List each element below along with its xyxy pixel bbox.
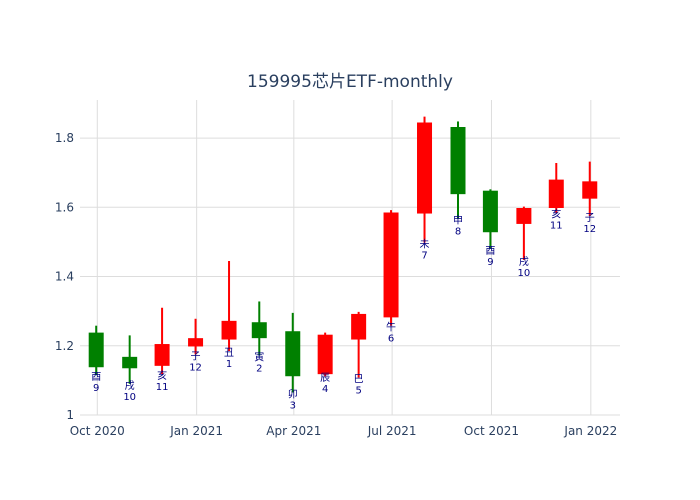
candle-up[interactable]	[582, 161, 598, 216]
branch-label: 未	[420, 239, 430, 251]
month-label: 9	[487, 257, 493, 268]
y-tick-label: 1.4	[55, 270, 74, 284]
month-label: 6	[388, 334, 394, 345]
month-label: 5	[355, 386, 361, 397]
branch-label: 寅	[254, 350, 264, 363]
y-tick-label: 1	[66, 408, 74, 422]
x-tick-label: Apr 2021	[266, 424, 321, 438]
month-label: 1	[226, 359, 232, 370]
axis-layer: 1 1.2 1.4 1.6 1.8 Oct 2020 Jan 2021 Apr 2021 Jul…	[55, 131, 620, 438]
chart-title: 159995芯片ETF-monthly	[247, 72, 453, 92]
candle-body	[251, 322, 267, 339]
candle-body	[582, 181, 598, 199]
candle-body	[383, 212, 399, 318]
branch-label: 巳	[354, 374, 364, 386]
candle-down[interactable]	[122, 335, 138, 384]
branch-label: 午	[386, 321, 396, 334]
candle-down[interactable]	[450, 121, 466, 219]
candle-down[interactable]	[251, 301, 267, 356]
candle-down[interactable]	[88, 325, 104, 376]
x-tick-label: Jan 2022	[563, 424, 617, 438]
x-tick-label: Jan 2021	[169, 424, 223, 438]
candle-up[interactable]	[154, 307, 170, 375]
x-tick-label: Oct 2020	[70, 424, 125, 438]
branch-label: 丑	[224, 348, 234, 359]
branch-label: 亥	[157, 369, 167, 382]
candle-body	[482, 190, 498, 233]
candle-down[interactable]	[482, 189, 498, 249]
branch-label: 子	[191, 350, 201, 362]
y-tick-label: 1.8	[55, 131, 74, 145]
x-tick-label: Jul 2021	[367, 424, 417, 438]
month-label: 12	[583, 224, 596, 235]
candle-body	[516, 208, 532, 224]
month-label: 11	[156, 382, 169, 393]
candle-body	[122, 356, 138, 369]
month-label: 10	[123, 392, 136, 403]
month-label: 7	[421, 251, 427, 262]
candle-body	[154, 344, 170, 366]
grid-layer	[80, 100, 620, 416]
candle-up[interactable]	[351, 311, 367, 378]
month-label: 12	[189, 362, 202, 373]
branch-label: 亥	[551, 208, 561, 221]
candle-body	[450, 127, 466, 195]
candle-body	[221, 320, 237, 340]
branch-label: 申	[453, 213, 463, 226]
branch-label: 戌	[125, 379, 135, 392]
month-label: 2	[256, 363, 262, 374]
candle-up[interactable]	[548, 163, 564, 213]
month-label: 3	[290, 401, 296, 412]
candle-up[interactable]	[221, 260, 237, 351]
candle-body	[548, 179, 564, 208]
month-label: 10	[518, 268, 531, 279]
candle-up[interactable]	[417, 116, 433, 243]
month-label: 9	[93, 383, 99, 394]
candle-body	[417, 122, 433, 214]
candle-body	[317, 334, 333, 375]
candle-body	[88, 332, 104, 368]
branch-label: 辰	[320, 372, 330, 384]
branch-label: 酉	[485, 246, 495, 257]
candle-body	[351, 313, 367, 340]
candle-up[interactable]	[516, 206, 532, 260]
candle-body	[285, 331, 301, 377]
y-tick-label: 1.6	[55, 200, 74, 214]
x-tick-label: Oct 2021	[464, 424, 519, 438]
candle-body	[188, 338, 204, 347]
month-label: 11	[550, 221, 563, 232]
candle-up[interactable]	[188, 318, 204, 355]
branch-label: 子	[585, 212, 595, 224]
month-label: 4	[322, 384, 328, 395]
branch-label: 戌	[519, 255, 529, 268]
branch-label: 卯	[288, 389, 298, 401]
y-tick-label: 1.2	[55, 339, 74, 353]
branch-label: 酉	[91, 372, 101, 383]
candle-down[interactable]	[285, 312, 301, 393]
candle-up[interactable]	[383, 210, 399, 326]
month-label: 8	[455, 226, 461, 237]
candle-up[interactable]	[317, 332, 333, 377]
candle-layer	[88, 116, 598, 393]
